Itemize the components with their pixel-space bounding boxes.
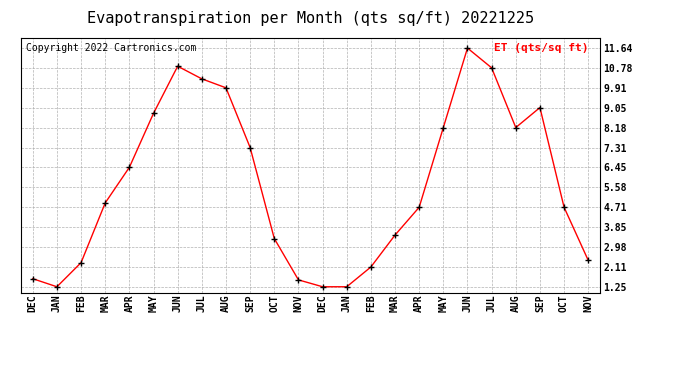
Text: ET (qts/sq ft): ET (qts/sq ft) [494, 43, 589, 52]
Text: Copyright 2022 Cartronics.com: Copyright 2022 Cartronics.com [26, 43, 197, 52]
Text: Evapotranspiration per Month (qts sq/ft) 20221225: Evapotranspiration per Month (qts sq/ft)… [87, 11, 534, 26]
